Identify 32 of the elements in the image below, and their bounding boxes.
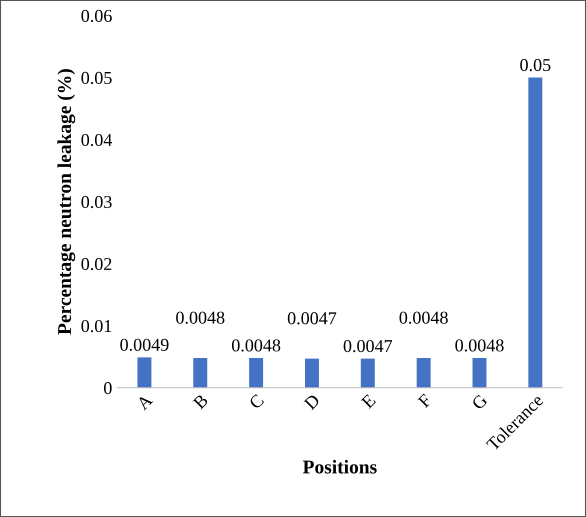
data-label: 0.0049 [120,338,169,351]
bar [416,358,431,388]
bar [360,358,375,388]
x-tick-label: G [471,393,488,410]
y-tick-label: 0.04 [81,134,112,146]
bar [304,358,319,388]
y-tick-label: 0.06 [81,10,112,22]
data-label: 0.0047 [288,312,336,324]
y-axis-title: Percentage neutron leakage (%) [57,69,76,335]
data-label: 0.0048 [455,339,504,352]
x-tick-label: C [248,394,264,410]
x-tick-label: F [417,394,432,408]
data-label: 0.0047 [344,340,392,352]
x-tick-label: A [136,393,154,411]
bar [137,357,152,388]
bar [193,358,208,388]
y-tick-label: 0.03 [81,196,112,208]
bar [472,358,486,388]
y-tick-label: 0.02 [81,258,112,270]
bar [249,358,264,388]
y-tick-label: 0.05 [81,72,112,84]
data-label: 0.0048 [176,312,224,324]
data-label: 0.0048 [400,312,448,324]
data-label: 0.0048 [232,339,280,352]
x-tick-label: D [304,394,320,410]
y-tick-label: 0.01 [81,320,112,332]
y-tick-label: 0 [104,382,112,394]
bar [528,78,542,388]
data-label: 0.05 [520,58,550,72]
x-axis-title: Positions [302,460,377,474]
x-tick-label: B [192,394,209,410]
x-tick-label: E [360,394,376,409]
